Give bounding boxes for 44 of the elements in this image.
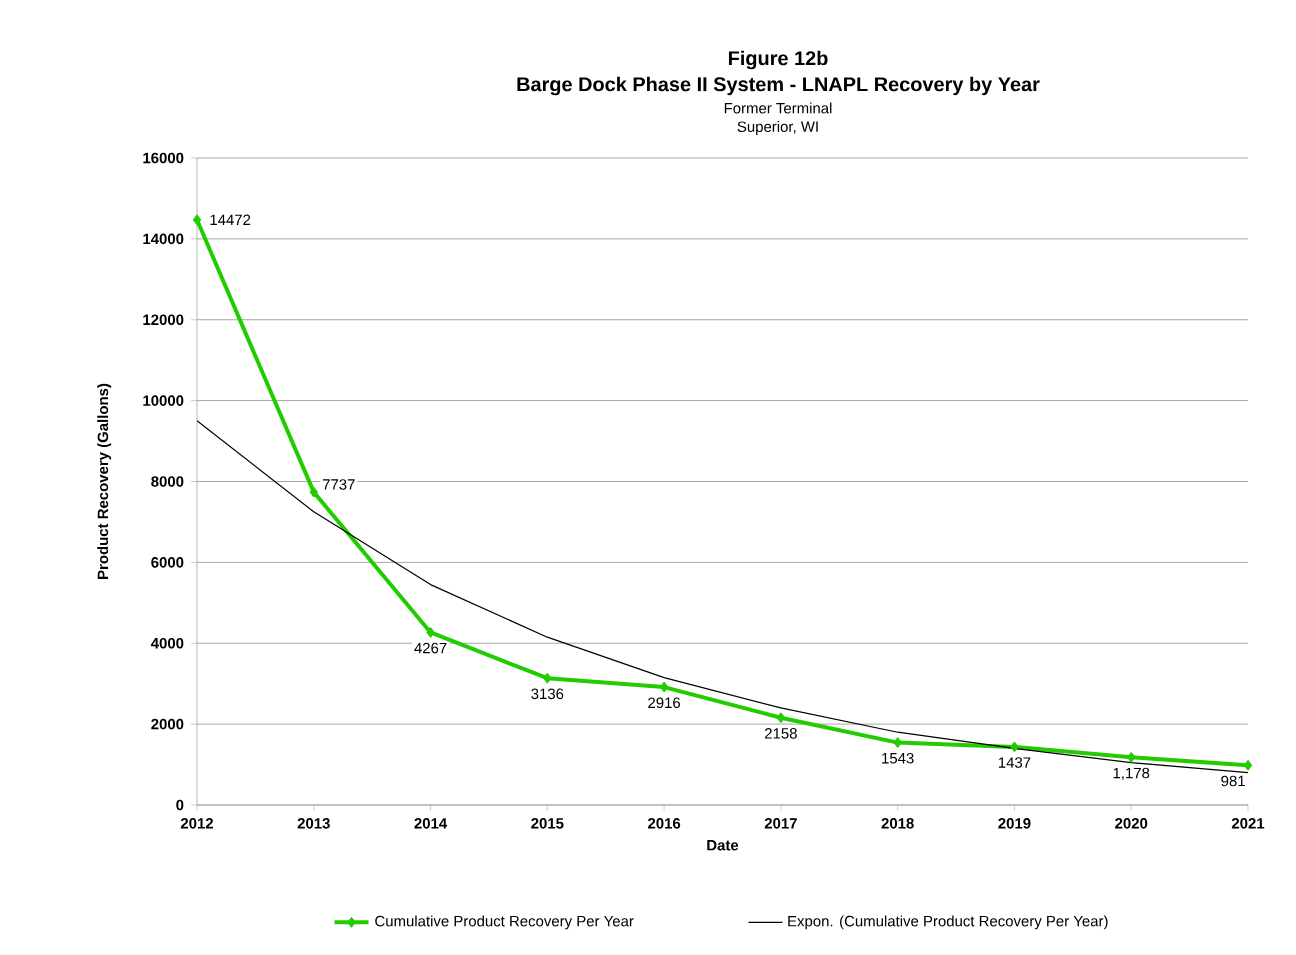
data-label: 981: [1221, 775, 1245, 787]
x-tick-label: 2019: [998, 818, 1031, 829]
data-label: 1437: [998, 757, 1031, 768]
y-tick-label: 10000: [143, 395, 184, 406]
data-label: 7737: [322, 479, 355, 490]
chart-title: Figure 12b: [728, 50, 828, 70]
x-tick-label: 2021: [1231, 818, 1265, 829]
data-label: 4267: [414, 642, 447, 654]
data-label: 1543: [882, 752, 914, 764]
text: Former Terminal: [724, 102, 832, 114]
y-tick-label: 2000: [151, 718, 184, 730]
point: [776, 712, 786, 724]
y-tick-label: 6000: [151, 557, 184, 568]
x-tick-label: 2012: [180, 818, 214, 829]
text: Superior, WI: [737, 121, 818, 135]
y-tick-label: 0: [176, 799, 184, 811]
point: [1010, 741, 1019, 753]
x-tick-label: 2014: [414, 818, 448, 829]
y-tick-label: 8000: [151, 476, 184, 487]
data-label: 1,178: [1113, 767, 1150, 781]
x-tick-label: 2017: [764, 818, 797, 829]
point: [426, 626, 435, 638]
data-label: 2158: [765, 728, 797, 739]
chart-subtitle: Barge Dock Phase II System - LNAPL Recovery by Year: [517, 76, 1040, 96]
x-axis-title: Date: [707, 840, 739, 851]
y-tick-label: 4000: [150, 637, 184, 649]
y-tick-label: 14000: [143, 233, 184, 245]
x-tick-label: 2013: [297, 818, 330, 829]
data-label: 2916: [648, 697, 681, 709]
y-axis-title: Product Recovery (Gallons): [97, 383, 112, 579]
point: [309, 486, 319, 498]
data-label: 3136: [531, 688, 564, 700]
y-tick-label: 12000: [143, 314, 184, 326]
x-tick-label: 2015: [531, 818, 564, 829]
x-tick-label: 2020: [1115, 818, 1148, 829]
point: [893, 737, 902, 749]
legend-label: Cumulative Product Recovery Per Year: [375, 915, 634, 930]
point: [543, 672, 552, 684]
legend-label: Expon. (Cumulative Product Recovery Per Year): [788, 915, 1108, 930]
data-label: 14472: [210, 214, 251, 225]
x-tick-label: 2018: [881, 818, 914, 829]
point: [192, 214, 202, 226]
y-tick-label: 16000: [143, 152, 184, 164]
x-tick-label: 2016: [648, 818, 681, 829]
